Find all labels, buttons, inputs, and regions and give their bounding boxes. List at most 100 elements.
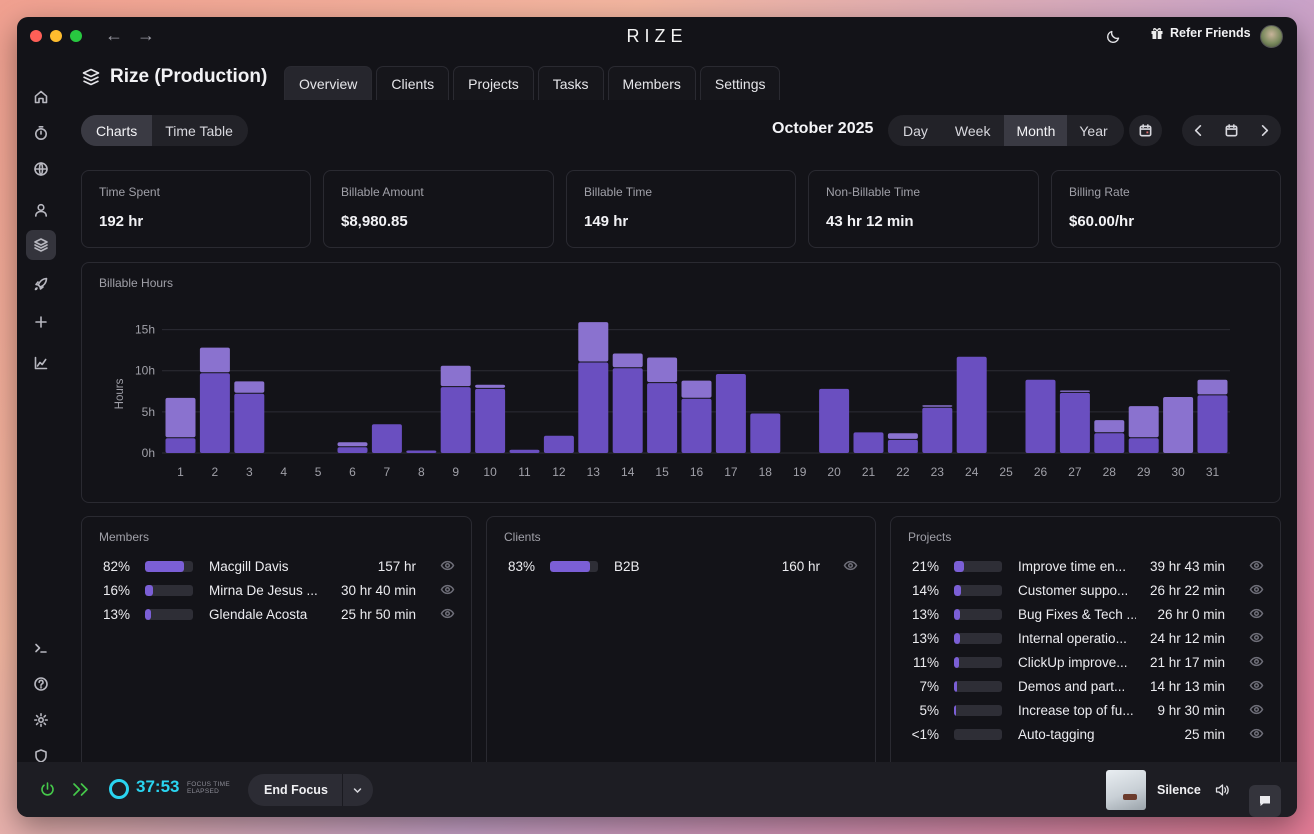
projects-row[interactable]: 13% Internal operatio... 24 hr 12 min [891, 627, 1280, 649]
title-bar: ← → RIZE Refer Friends [17, 17, 1297, 55]
bar-billable [887, 439, 918, 453]
back-arrow-icon[interactable]: ← [105, 25, 123, 45]
members-row[interactable]: 16% Mirna De Jesus ... 30 hr 40 min [82, 579, 471, 601]
tab-clients[interactable]: Clients [376, 66, 450, 100]
projects-row[interactable]: <1% Auto-tagging 25 min [891, 723, 1280, 745]
eye-icon [1249, 704, 1264, 715]
row-duration: 30 hr 40 min [340, 582, 416, 598]
projects-row[interactable]: 21% Improve time en... 39 hr 43 min [891, 555, 1280, 577]
visibility-toggle[interactable] [1249, 606, 1264, 621]
visibility-toggle[interactable] [1249, 678, 1264, 693]
refer-friends-button[interactable]: Refer Friends [1150, 26, 1251, 40]
app-window: ← → RIZE Refer Friends Rize (Production)… [17, 17, 1297, 817]
row-name: Glendale Acosta [209, 606, 308, 622]
forward-arrow-icon[interactable]: → [137, 25, 155, 45]
sidebar-item-projects[interactable] [26, 230, 56, 260]
date-picker-button[interactable] [1215, 115, 1248, 146]
visibility-toggle[interactable] [440, 582, 455, 597]
tab-overview[interactable]: Overview [284, 66, 373, 100]
projects-row[interactable]: 11% ClickUp improve... 21 hr 17 min [891, 651, 1280, 673]
maximize-window-button[interactable] [70, 30, 82, 42]
end-focus-menu-button[interactable] [343, 774, 373, 806]
power-icon[interactable] [39, 781, 56, 798]
bar-billable [681, 398, 712, 453]
period-day[interactable]: Day [903, 122, 928, 139]
visibility-toggle[interactable] [1249, 654, 1264, 669]
moon-icon[interactable] [1106, 28, 1122, 44]
row-share-bar [954, 584, 1002, 596]
stat-card-billing-rate: Billing Rate $60.00/hr [1051, 170, 1281, 248]
row-duration: 157 hr [377, 558, 416, 574]
previous-period-button[interactable] [1182, 115, 1215, 146]
sidebar-item-timer[interactable] [26, 118, 56, 148]
clients-panel: Clients 83% B2B 160 hr [486, 516, 876, 766]
projects-row[interactable]: 14% Customer suppo... 26 hr 22 min [891, 579, 1280, 601]
bar-non-billable [1128, 406, 1159, 438]
row-percent: 14% [911, 582, 939, 598]
close-window-button[interactable] [30, 30, 42, 42]
x-tick-label: 16 [690, 465, 704, 479]
x-tick-label: 6 [349, 465, 356, 479]
row-percent: 16% [102, 582, 130, 598]
bar-non-billable [234, 381, 265, 393]
period-selector: Day Week Month Year [888, 115, 1124, 146]
row-share-bar [954, 656, 1002, 668]
help-icon [34, 677, 48, 691]
track-artwork[interactable] [1106, 770, 1146, 810]
visibility-toggle[interactable] [1249, 630, 1264, 645]
visibility-toggle[interactable] [440, 558, 455, 573]
projects-row[interactable]: 13% Bug Fixes & Tech ... 26 hr 0 min [891, 603, 1280, 625]
visibility-toggle[interactable] [1249, 702, 1264, 717]
tab-members[interactable]: Members [607, 66, 696, 100]
sidebar-item-terminal[interactable] [26, 633, 56, 663]
sidebar-item-home[interactable] [26, 82, 56, 112]
visibility-toggle[interactable] [1249, 558, 1264, 573]
clients-row[interactable]: 83% B2B 160 hr [487, 555, 875, 577]
tab-projects[interactable]: Projects [453, 66, 534, 100]
tab-tasks[interactable]: Tasks [537, 66, 604, 100]
visibility-toggle[interactable] [1249, 582, 1264, 597]
layers-icon [82, 68, 100, 86]
members-row[interactable]: 13% Glendale Acosta 25 hr 50 min [82, 603, 471, 625]
stat-label: Billable Amount [341, 185, 424, 199]
projects-panel: Projects 21% Improve time en... 39 hr 43 m… [890, 516, 1281, 766]
period-month[interactable]: Month [1004, 115, 1068, 146]
bar-billable [440, 387, 471, 453]
avatar[interactable] [1260, 25, 1283, 48]
bar-non-billable [337, 442, 368, 447]
sidebar-item-people[interactable] [26, 195, 56, 225]
period-week[interactable]: Week [954, 122, 991, 139]
sidebar-item-add[interactable] [26, 307, 56, 337]
visibility-toggle[interactable] [1249, 726, 1264, 741]
end-focus-button[interactable]: End Focus [248, 774, 343, 806]
sidebar-item-help[interactable] [26, 669, 56, 699]
eye-icon [843, 560, 858, 571]
row-percent: 13% [102, 606, 130, 622]
speaker-icon[interactable] [1214, 782, 1230, 798]
charts-toggle[interactable]: Charts [81, 115, 153, 146]
visibility-toggle[interactable] [440, 606, 455, 621]
x-tick-label: 31 [1206, 465, 1220, 479]
projects-row[interactable]: 5% Increase top of fu... 9 hr 30 min [891, 699, 1280, 721]
minimize-window-button[interactable] [50, 30, 62, 42]
tab-settings[interactable]: Settings [699, 66, 781, 100]
period-year[interactable]: Year [1079, 122, 1108, 139]
sidebar-item-web[interactable] [26, 154, 56, 184]
bar-billable [956, 356, 987, 453]
row-name: Improve time en... [1018, 558, 1127, 574]
time-table-toggle[interactable]: Time Table [165, 122, 233, 139]
sidebar-item-settings[interactable] [26, 705, 56, 735]
visibility-toggle[interactable] [843, 558, 858, 573]
chat-button[interactable] [1249, 785, 1281, 817]
row-share-bar [145, 584, 193, 596]
sidebar-item-analytics[interactable] [26, 348, 56, 378]
layers-icon [34, 238, 48, 252]
fast-forward-icon[interactable] [72, 782, 90, 797]
sidebar-item-launch[interactable] [26, 269, 56, 299]
projects-row[interactable]: 7% Demos and part... 14 hr 13 min [891, 675, 1280, 697]
next-period-button[interactable] [1248, 115, 1281, 146]
stat-card-billable-amount: Billable Amount $8,980.85 [323, 170, 554, 248]
today-button[interactable] [1129, 115, 1162, 146]
bar-non-billable [1163, 397, 1194, 453]
members-row[interactable]: 82% Macgill Davis 157 hr [82, 555, 471, 577]
